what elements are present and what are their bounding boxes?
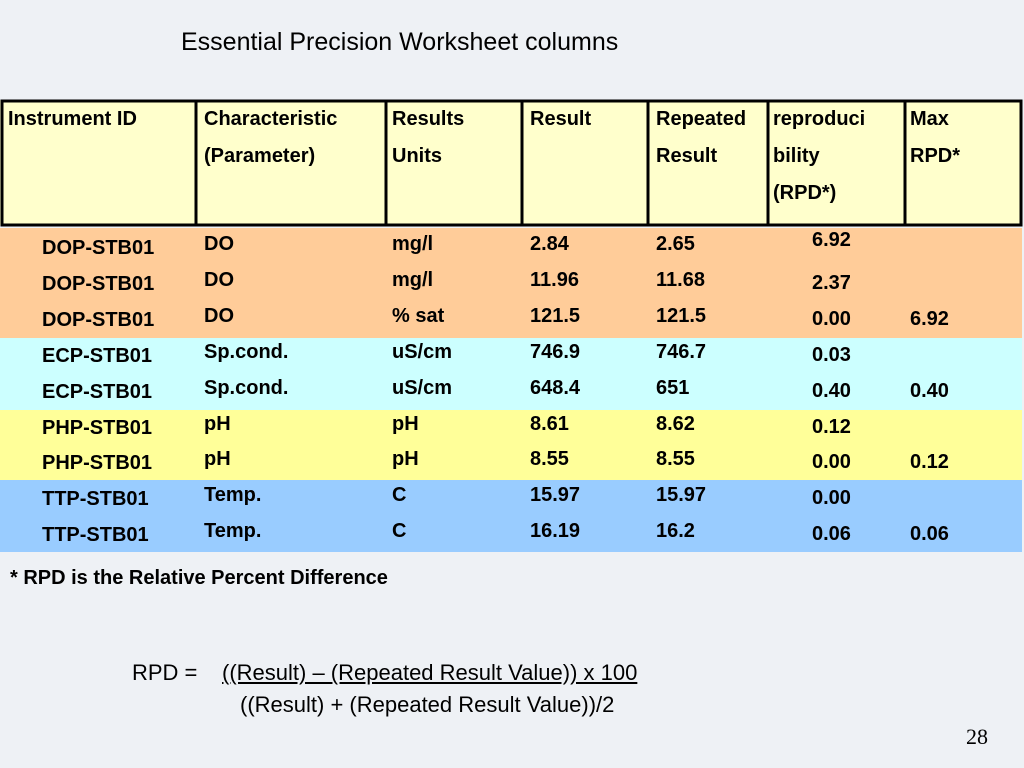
table-cell: % sat — [392, 304, 445, 327]
title: Essential Precision Worksheet columns — [181, 28, 619, 56]
table-cell: 0.00 — [812, 487, 851, 510]
row-group-bg — [0, 338, 1022, 410]
page-number: 28 — [966, 724, 988, 749]
table-cell: 648.4 — [530, 376, 581, 399]
table-cell: Sp.cond. — [204, 376, 289, 399]
table-cell: pH — [392, 448, 419, 471]
instrument-id: ECP-STB01 — [42, 380, 153, 403]
header-cell: RPD* — [910, 145, 961, 167]
table-cell: 11.96 — [530, 268, 579, 291]
header-cell: Result — [656, 145, 718, 167]
header-cell: Max — [910, 108, 949, 130]
table-cell: 16.19 — [530, 520, 581, 543]
header-cell: reproduci — [773, 108, 866, 130]
table-cell: 6.92 — [812, 229, 851, 251]
header-cell: Characteristic — [204, 108, 338, 130]
instrument-id: DOP-STB01 — [42, 237, 155, 259]
table-cell: Temp. — [204, 484, 262, 507]
table-cell: 0.06 — [910, 523, 949, 546]
table-cell: 0.06 — [812, 523, 851, 546]
table-cell: uS/cm — [392, 376, 453, 399]
row-group-bg — [0, 410, 1022, 480]
table-cell: 16.2 — [656, 520, 695, 543]
header-cell: (Parameter) — [204, 145, 316, 167]
instrument-id: TTP-STB01 — [42, 524, 149, 547]
header-bg — [0, 100, 1022, 225]
header-cell: Units — [392, 145, 442, 167]
table-cell: 8.55 — [530, 448, 569, 471]
table-cell: 651 — [656, 376, 690, 399]
header-cell: bility — [773, 145, 820, 167]
header-cell: Repeated — [656, 108, 747, 130]
table-cell: Sp.cond. — [204, 340, 289, 363]
table-cell: 2.65 — [656, 233, 695, 255]
table-cell: pH — [392, 412, 419, 435]
table-cell: 746.9 — [530, 340, 581, 363]
instrument-id: DOP-STB01 — [42, 308, 155, 331]
table-cell: 0.03 — [812, 343, 851, 366]
formula-numerator: ((Result) – (Repeated Result Value)) x 1… — [222, 660, 638, 685]
table-cell: pH — [204, 448, 231, 471]
table-cell: 8.62 — [656, 412, 695, 435]
table-cell: DO — [204, 304, 234, 327]
table-cell: 0.12 — [812, 415, 851, 438]
header-cell: Results — [392, 108, 465, 130]
table-cell: mg/l — [392, 233, 434, 255]
table-cell: 746.7 — [656, 340, 707, 363]
table-cell: C — [392, 520, 407, 543]
table-cell: Temp. — [204, 520, 262, 543]
table-cell: 6.92 — [910, 307, 949, 330]
table-cell: 0.40 — [812, 379, 851, 402]
table-cell: 0.12 — [910, 451, 949, 474]
table-cell: 2.37 — [812, 271, 851, 294]
table-cell: DO — [204, 233, 234, 255]
instrument-id: ECP-STB01 — [42, 344, 153, 367]
table-cell: 2.84 — [530, 233, 569, 255]
footnote: * RPD is the Relative Percent Difference — [10, 567, 388, 589]
header-cell: (RPD*) — [773, 182, 837, 204]
header-cell: Result — [530, 108, 592, 130]
row-group-bg — [0, 228, 1022, 338]
row-group-bg — [0, 480, 1022, 552]
table-cell: 0.00 — [812, 307, 851, 330]
instrument-id: DOP-STB01 — [42, 272, 155, 295]
table-cell: 121.5 — [656, 304, 707, 327]
instrument-id: PHP-STB01 — [42, 452, 153, 475]
table-cell: 0.40 — [910, 379, 949, 402]
instrument-id: PHP-STB01 — [42, 416, 153, 439]
formula-denominator: ((Result) + (Repeated Result Value))/2 — [240, 692, 615, 717]
table-cell: 15.97 — [656, 484, 707, 507]
table-cell: pH — [204, 412, 231, 435]
header-cell: Instrument ID — [8, 108, 137, 130]
table-cell: uS/cm — [392, 340, 453, 363]
table-cell: C — [392, 484, 407, 507]
table-cell: 8.61 — [530, 412, 569, 435]
table-cell: 8.55 — [656, 448, 695, 471]
instrument-id: TTP-STB01 — [42, 488, 149, 511]
formula-lhs: RPD = — [132, 660, 198, 685]
table-cell: 0.00 — [812, 451, 851, 474]
table-cell: 121.5 — [530, 304, 581, 327]
table-cell: DO — [204, 268, 234, 291]
table-cell: 15.97 — [530, 484, 581, 507]
table-cell: mg/l — [392, 268, 434, 291]
table-cell: 11.68 — [656, 268, 705, 291]
